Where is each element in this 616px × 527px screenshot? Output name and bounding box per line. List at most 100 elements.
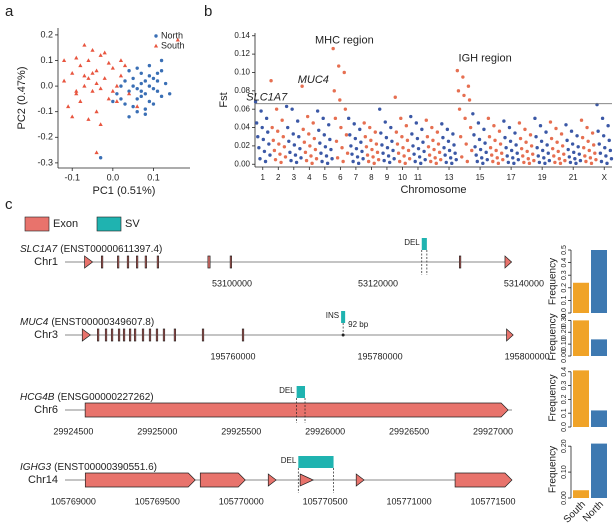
point [106, 96, 111, 101]
point [147, 84, 152, 88]
exon [241, 328, 245, 342]
snp-point [311, 121, 315, 125]
snp-point [388, 160, 392, 165]
exon [207, 255, 211, 269]
snp-point [537, 160, 542, 165]
exon [81, 328, 91, 342]
snp-point [410, 132, 414, 136]
x-tick-label: 15 [476, 173, 485, 182]
snp-point [269, 79, 273, 83]
point [155, 89, 160, 93]
snp-point [580, 135, 585, 140]
point [135, 104, 140, 109]
snp-point [488, 146, 493, 150]
snp-point [332, 89, 336, 93]
snp-point [552, 154, 556, 158]
y-tick-label: 0.00 [561, 491, 568, 505]
snp-point [352, 122, 356, 126]
snp-point [290, 107, 294, 111]
snp-point [426, 145, 431, 149]
snp-point [287, 139, 291, 144]
snp-point [439, 157, 443, 162]
snp-point [468, 125, 473, 130]
point [119, 97, 123, 101]
gene-name: SLC1A7 [20, 244, 58, 255]
snp-point [339, 125, 343, 130]
point [90, 88, 95, 93]
y-axis-label: Fst [218, 92, 230, 107]
snp-point [373, 130, 377, 134]
snp-point [278, 152, 282, 156]
bar [573, 370, 589, 427]
snp-point [556, 149, 560, 154]
snp-point [472, 133, 476, 137]
y-tick-label: 0.2 [40, 29, 53, 39]
snp-point [319, 151, 323, 155]
snp-point [453, 151, 457, 155]
snp-point [553, 160, 557, 165]
snp-point [543, 161, 547, 166]
snp-point [396, 151, 401, 155]
snp-point [343, 107, 348, 111]
snp-point [346, 116, 351, 121]
snp-point [299, 156, 303, 160]
exon [156, 255, 159, 269]
point [139, 94, 143, 99]
snp-point [298, 146, 302, 151]
point [135, 109, 139, 114]
snp-point [592, 143, 596, 147]
x-tick-label: 3 [292, 173, 297, 182]
snp-point [570, 142, 575, 146]
y-tick-label: -0.3 [37, 157, 53, 167]
snp-point [358, 127, 362, 132]
snp-point [412, 152, 416, 156]
snp-point [507, 125, 512, 130]
bar [591, 410, 607, 427]
snp-point [586, 139, 590, 144]
snp-point [415, 136, 420, 141]
snp-point [522, 160, 526, 165]
snp-point [496, 161, 501, 166]
snp-point [268, 153, 272, 157]
snp-point [501, 157, 505, 162]
sv-box [341, 311, 346, 323]
point [90, 47, 95, 52]
y-tick-label: 0.20 [561, 439, 568, 453]
snp-point [533, 116, 537, 121]
snp-point [578, 158, 583, 163]
snp-point [308, 144, 312, 148]
snp-point [413, 159, 417, 164]
gene-name: MUC4 [20, 317, 49, 328]
snp-point [436, 142, 441, 146]
x-tick-label: 29925000 [137, 426, 177, 436]
snp-point [271, 138, 275, 143]
snp-point [456, 89, 461, 93]
y-tick-label: 0.2 [561, 394, 568, 404]
snp-point [508, 139, 513, 144]
snp-point [523, 127, 527, 132]
point [151, 76, 156, 81]
sv-box [296, 386, 306, 398]
snp-point [394, 130, 399, 134]
snp-point [451, 132, 455, 136]
snp-point [324, 154, 329, 158]
snp-point [548, 120, 553, 124]
snp-point [384, 135, 389, 140]
point [139, 81, 143, 86]
snp-point [355, 155, 360, 159]
x-tick-label: 195780000 [358, 351, 403, 361]
snp-point [566, 147, 570, 152]
snp-point [471, 112, 475, 116]
snp-point [583, 154, 587, 158]
snp-point [403, 161, 407, 166]
y-tick-label: 0.2 [561, 283, 568, 293]
legend-label: SV [125, 218, 140, 230]
snp-point [420, 127, 424, 132]
snp-point [372, 161, 376, 166]
snp-point [499, 151, 504, 155]
snp-point [417, 155, 422, 159]
snp-point [601, 134, 606, 138]
snp-point [385, 146, 390, 150]
bar [573, 282, 589, 313]
snp-point [333, 116, 338, 121]
